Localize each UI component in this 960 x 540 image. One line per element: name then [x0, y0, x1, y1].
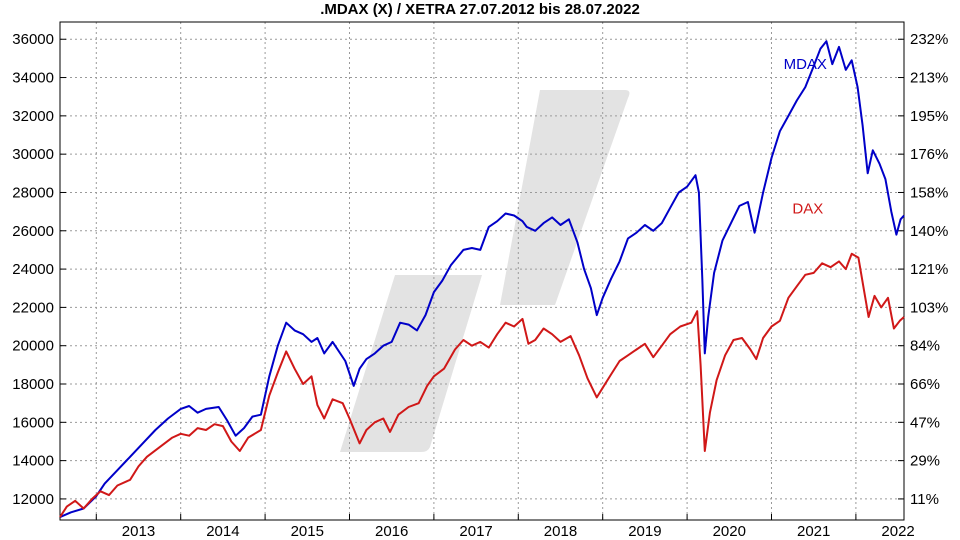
series-line-dax [59, 252, 905, 518]
y-tick-label: 28000 [12, 184, 54, 201]
y2-tick-label: 47% [910, 414, 940, 431]
y-tick-label: 36000 [12, 31, 54, 48]
y-tick-label: 12000 [12, 491, 54, 508]
x-tick-label: 2017 [459, 523, 492, 540]
series-line-mdax [59, 40, 905, 519]
x-tick-label: 2013 [122, 523, 155, 540]
y2-tick-label: 213% [910, 70, 948, 87]
x-tick-label: 2020 [713, 523, 746, 540]
x-tick-label: 2019 [628, 523, 661, 540]
y-tick-label: 34000 [12, 70, 54, 87]
y-tick-label: 30000 [12, 146, 54, 163]
y2-tick-label: 11% [910, 491, 939, 508]
y-tick-label: 14000 [12, 453, 54, 470]
y2-tick-label: 121% [910, 261, 948, 278]
plot-area-frame [59, 21, 905, 521]
grid-lines [60, 22, 904, 520]
x-tick-label: 2021 [797, 523, 830, 540]
y-tick-label: 18000 [12, 376, 54, 393]
y2-tick-label: 176% [910, 146, 948, 163]
series-label-mdax: MDAX [784, 56, 827, 73]
y-tick-label: 24000 [12, 261, 54, 278]
y2-tick-label: 195% [910, 108, 948, 125]
x-tick-label: 2022 [881, 523, 914, 540]
tick-labels: 12000 11% 14000 29% 16000 47% 18000 66% 20000 84%… [12, 31, 948, 540]
x-tick-label: 2014 [206, 523, 239, 540]
y2-tick-label: 29% [910, 453, 940, 470]
y2-tick-label: 66% [910, 376, 940, 393]
y2-tick-label: 140% [910, 223, 948, 240]
y-tick-label: 20000 [12, 338, 54, 355]
watermark-logo [340, 90, 630, 452]
y2-tick-label: 232% [910, 31, 948, 48]
chart-title: .MDAX (X) / XETRA 27.07.2012 bis 28.07.2… [320, 1, 640, 18]
series-layer [59, 40, 905, 519]
x-tick-label: 2018 [544, 523, 577, 540]
y2-tick-label: 158% [910, 184, 948, 201]
axis-ticks [60, 38, 904, 520]
y2-tick-label: 84% [910, 338, 940, 355]
y-tick-label: 16000 [12, 414, 54, 431]
x-tick-label: 2015 [291, 523, 324, 540]
x-tick-label: 2016 [375, 523, 408, 540]
y2-tick-label: 103% [910, 299, 948, 316]
y-tick-label: 32000 [12, 108, 54, 125]
y-tick-label: 26000 [12, 223, 54, 240]
series-label-dax: DAX [792, 201, 823, 218]
y-tick-label: 22000 [12, 299, 54, 316]
